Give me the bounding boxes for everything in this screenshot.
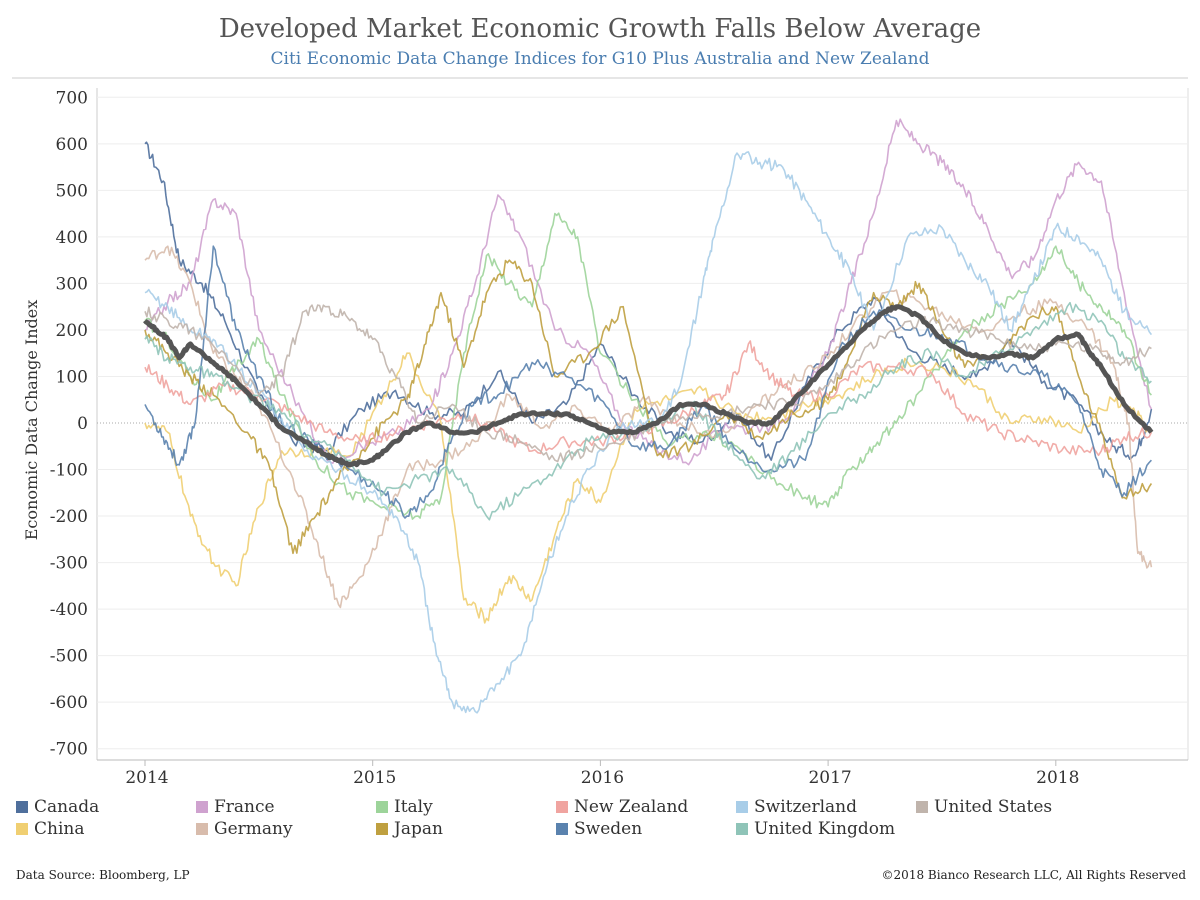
- legend-item-united-kingdom: United Kingdom: [736, 818, 895, 840]
- y-tick-label: 200: [56, 321, 88, 341]
- y-tick-label: -600: [50, 693, 88, 713]
- legend-label: United States: [934, 797, 1053, 817]
- legend-swatch: [16, 801, 28, 813]
- series-line-germany: [144, 245, 1153, 609]
- y-tick-label: 600: [56, 135, 88, 155]
- y-tick-label: -300: [50, 554, 88, 574]
- y-tick-label: -500: [50, 647, 88, 667]
- legend-item-new-zealand: New Zealand: [556, 796, 688, 818]
- legend-item-sweden: Sweden: [556, 818, 642, 840]
- y-tick-labels: 700 600 500 400 300 200 100 0 -100 -200 -300 -400 -5…: [50, 88, 88, 759]
- y-tick-label: -700: [50, 740, 88, 760]
- data-source-note: Data Source: Bloomberg, LP: [16, 868, 190, 882]
- y-axis-label: Economic Data Change Index: [22, 300, 41, 541]
- y-tick-label: 0: [77, 414, 88, 434]
- x-tick-label: 2015: [353, 768, 396, 788]
- x-tick-label: 2014: [125, 768, 168, 788]
- legend-item-switzerland: Switzerland: [736, 796, 857, 818]
- legend-label: France: [214, 797, 275, 817]
- legend-label: China: [34, 819, 85, 839]
- legend-label: Japan: [394, 819, 443, 839]
- line-chart: 700 600 500 400 300 200 100 0 -100 -200 -300 -400 -5…: [12, 77, 1189, 788]
- legend-item-italy: Italy: [376, 796, 433, 818]
- legend-swatch: [556, 823, 568, 835]
- series-line-new-zealand: [144, 340, 1153, 457]
- legend-swatch: [736, 823, 748, 835]
- legend-swatch: [916, 801, 928, 813]
- legend-swatch: [736, 801, 748, 813]
- x-tick-label: 2018: [1036, 768, 1079, 788]
- legend-label: Germany: [214, 819, 293, 839]
- series-line-united-states: [144, 304, 1152, 463]
- series-line-france: [144, 118, 1153, 466]
- legend-item-france: France: [196, 796, 275, 818]
- x-tick-label: 2016: [581, 768, 624, 788]
- series-line-sweden: [144, 245, 1152, 519]
- legend-label: Sweden: [574, 819, 643, 839]
- series-line-china: [144, 352, 1153, 624]
- series-line-italy: [144, 212, 1152, 520]
- legend-swatch: [196, 801, 208, 813]
- legend-item-united-states: United States: [916, 796, 1052, 818]
- legend-item-canada: Canada: [16, 796, 99, 818]
- chart-title: Developed Market Economic Growth Falls B…: [218, 14, 982, 44]
- series-line-switzerland: [144, 151, 1153, 714]
- legend-swatch: [16, 823, 28, 835]
- legend-label: Canada: [34, 797, 100, 817]
- y-tick-label: 500: [56, 181, 88, 201]
- legend-swatch: [376, 801, 388, 813]
- y-tick-label: 300: [56, 274, 88, 294]
- gridlines: [97, 96, 1188, 750]
- y-tick-label: -200: [50, 507, 88, 527]
- legend-swatch: [556, 801, 568, 813]
- series-line-average: [143, 304, 1154, 468]
- series-lines: [143, 118, 1154, 714]
- y-tick-label: 400: [56, 228, 88, 248]
- legend-item-germany: Germany: [196, 818, 293, 840]
- legend-swatch: [196, 823, 208, 835]
- y-tick-label: -400: [50, 600, 88, 620]
- y-tick-label: 700: [56, 88, 88, 108]
- x-tick-labels: 2014 2015 2016 2017 2018: [125, 760, 1079, 788]
- legend-label: United Kingdom: [754, 819, 896, 839]
- legend-item-china: China: [16, 818, 84, 840]
- legend-label: Italy: [394, 797, 433, 817]
- copyright-note: ©2018 Bianco Research LLC, All Rights Re…: [881, 868, 1186, 882]
- legend-label: Switzerland: [754, 797, 858, 817]
- legend-swatch: [376, 823, 388, 835]
- legend-label: New Zealand: [574, 797, 689, 817]
- series-line-united-kingdom: [144, 301, 1152, 521]
- chart-subtitle: Citi Economic Data Change Indices for G1…: [270, 49, 930, 69]
- x-tick-label: 2017: [808, 768, 851, 788]
- y-tick-label: -100: [50, 461, 88, 481]
- legend-item-japan: Japan: [376, 818, 443, 840]
- y-tick-label: 100: [56, 367, 88, 387]
